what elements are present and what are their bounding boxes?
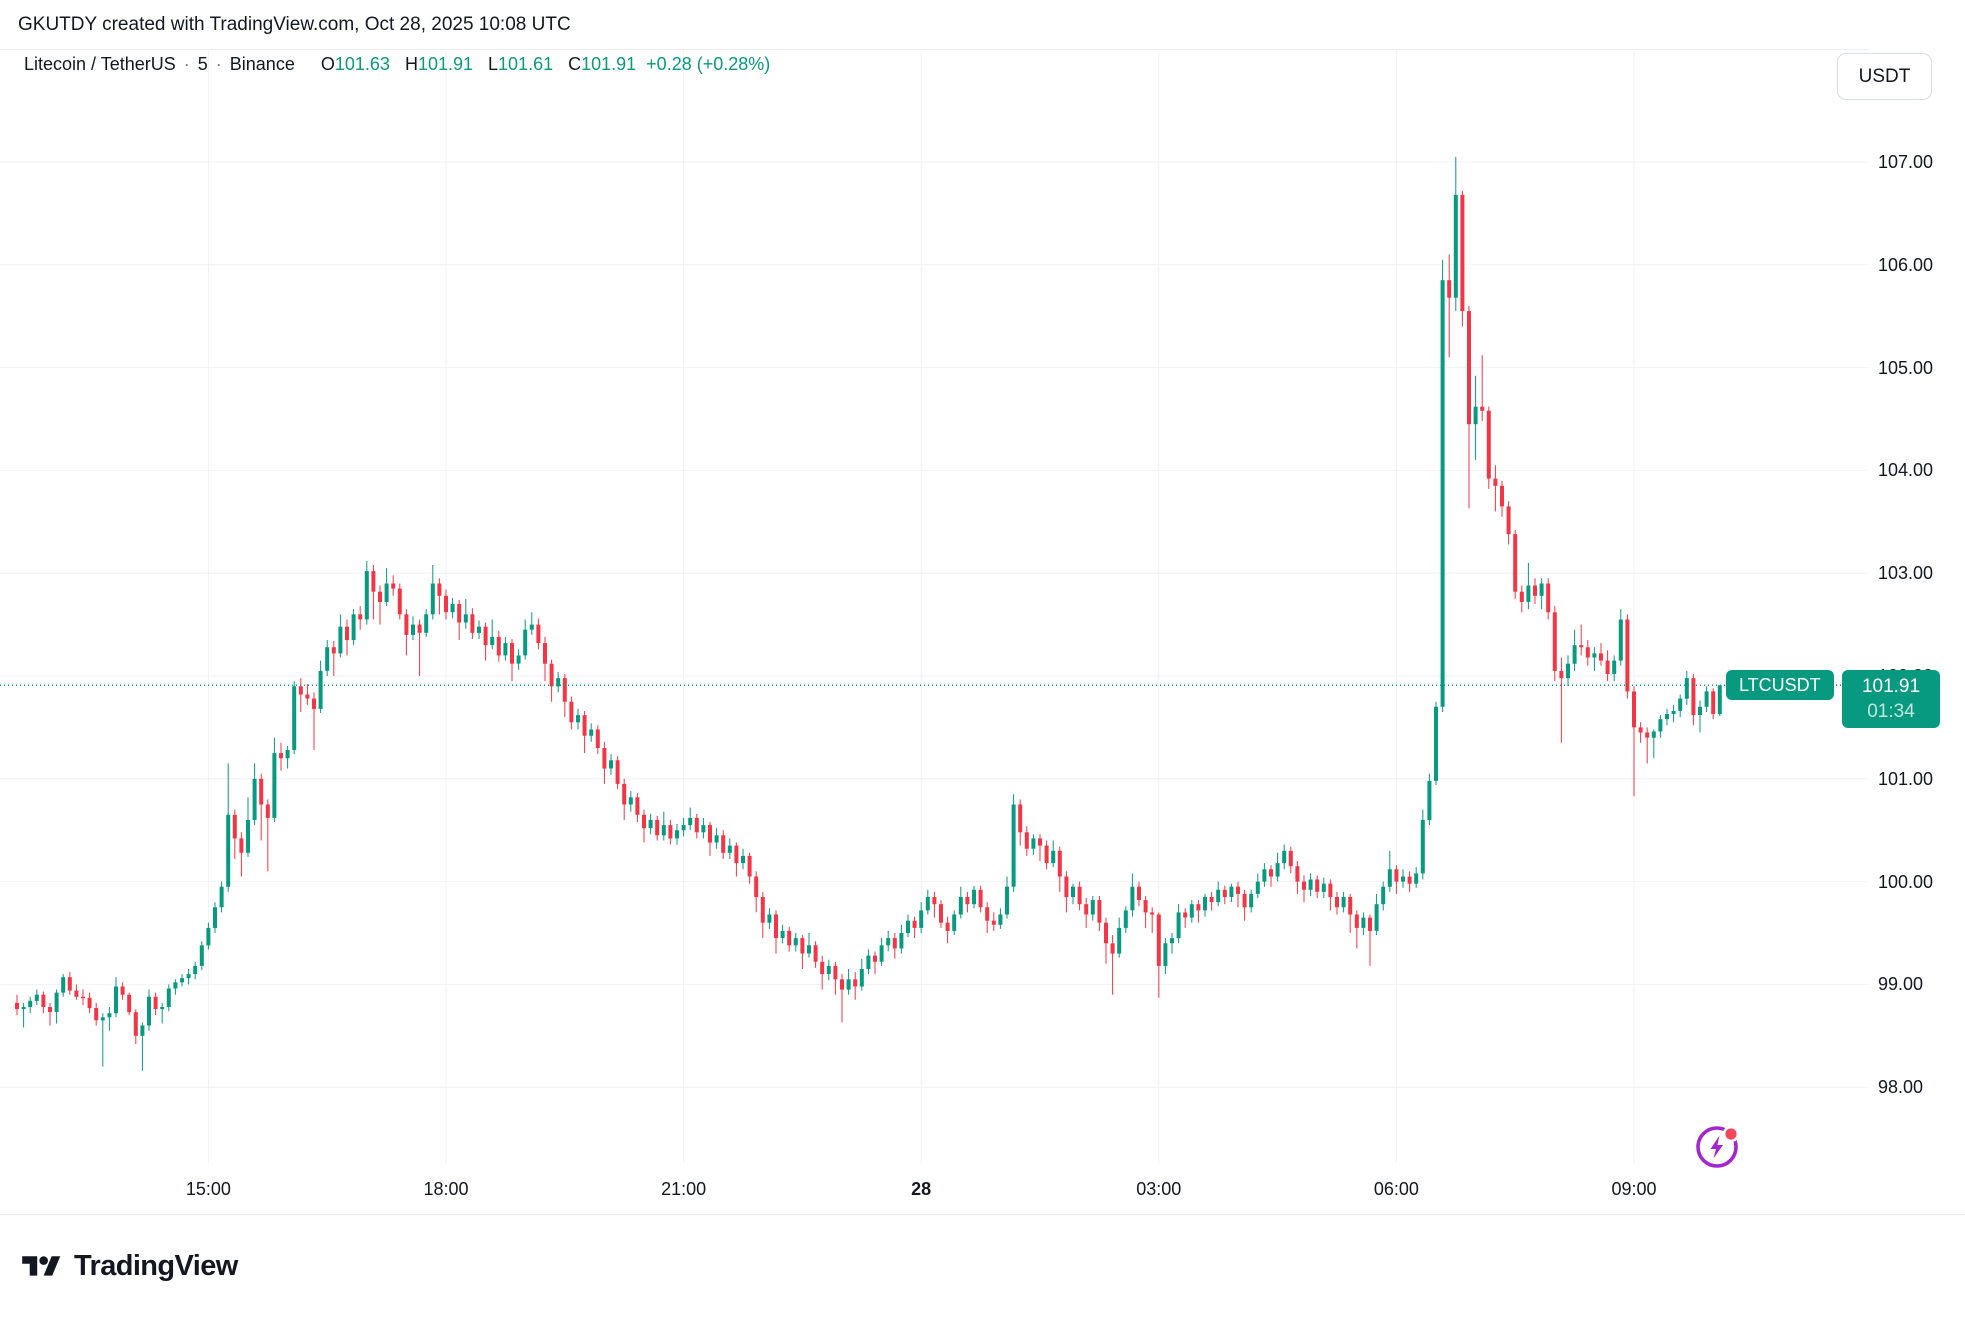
- price-axis-label: 100.00: [1878, 871, 1934, 892]
- price-axis-label: 104.00: [1878, 460, 1934, 481]
- low-value: 101.61: [498, 53, 554, 74]
- tradingview-logo[interactable]: TradingView: [22, 1250, 238, 1283]
- grid-layer: [0, 51, 1868, 1163]
- tradingview-logo-text: TradingView: [74, 1250, 238, 1282]
- price-axis-label: 99.00: [1878, 974, 1924, 995]
- change-readout: +0.28 (+0.28%): [646, 53, 771, 74]
- high-label: H: [404, 53, 418, 74]
- price-line-symbol-badge: LTCUSDT: [1726, 670, 1834, 701]
- price-axis-label: 106.00: [1878, 254, 1934, 275]
- time-axis-label: 09:00: [1611, 1179, 1657, 1199]
- attribution-bar: GKUTDY created with TradingView.com, Oct…: [0, 0, 1965, 50]
- symbol-title[interactable]: Litecoin / TetherUS: [24, 53, 176, 74]
- flash-events-button[interactable]: [1693, 1123, 1741, 1171]
- interval-label[interactable]: 5: [197, 53, 208, 74]
- tradingview-logo-icon: [22, 1255, 61, 1276]
- time-axis-label: 28: [911, 1179, 932, 1199]
- price-axis-label: 101.00: [1878, 768, 1934, 789]
- price-line-symbol: LTCUSDT: [1739, 674, 1821, 695]
- last-price-value: 101.91: [1861, 676, 1921, 698]
- price-axis-label: 107.00: [1878, 152, 1934, 172]
- time-axis-label: 06:00: [1373, 1179, 1419, 1199]
- time-axis-label: 15:00: [185, 1179, 231, 1199]
- time-axis-label: 03:00: [1136, 1179, 1182, 1199]
- currency-toggle-button[interactable]: USDT: [1837, 53, 1932, 100]
- candlestick-chart[interactable]: [0, 0, 1868, 1214]
- time-axis-label: 18:00: [423, 1179, 469, 1199]
- flash-icon: [1696, 1125, 1740, 1168]
- ohlc-readout: O101.63 H101.91 L101.61 C101.91: [311, 54, 636, 75]
- time-axis[interactable]: 15:00 18:00 21:00 28 03:00 06:00 09:00: [0, 1163, 1965, 1215]
- price-axis-label: 105.00: [1878, 357, 1934, 378]
- time-axis-label: 21:00: [661, 1179, 707, 1199]
- price-axis[interactable]: 107.00106.00105.00104.00103.00102.00101.…: [1868, 0, 1965, 1214]
- close-label: C: [568, 53, 582, 74]
- close-value: 101.91: [581, 53, 637, 74]
- separator-dot: ·: [183, 53, 190, 74]
- open-value: 101.63: [334, 53, 390, 74]
- attribution-text: GKUTDY created with TradingView.com, Oct…: [18, 13, 571, 35]
- last-price-label: 101.91 01:34: [1842, 670, 1940, 729]
- exchange-label[interactable]: Binance: [229, 53, 295, 74]
- low-label: L: [488, 53, 499, 74]
- price-axis-label: 98.00: [1878, 1077, 1924, 1098]
- price-axis-label: 103.00: [1878, 563, 1934, 584]
- symbol-legend[interactable]: Litecoin / TetherUS · 5 · Binance O101.6…: [24, 51, 770, 77]
- candles-layer: [15, 156, 1722, 1071]
- high-value: 101.91: [417, 53, 473, 74]
- open-label: O: [320, 53, 335, 74]
- separator-dot: ·: [215, 53, 222, 74]
- bar-countdown: 01:34: [1867, 701, 1915, 723]
